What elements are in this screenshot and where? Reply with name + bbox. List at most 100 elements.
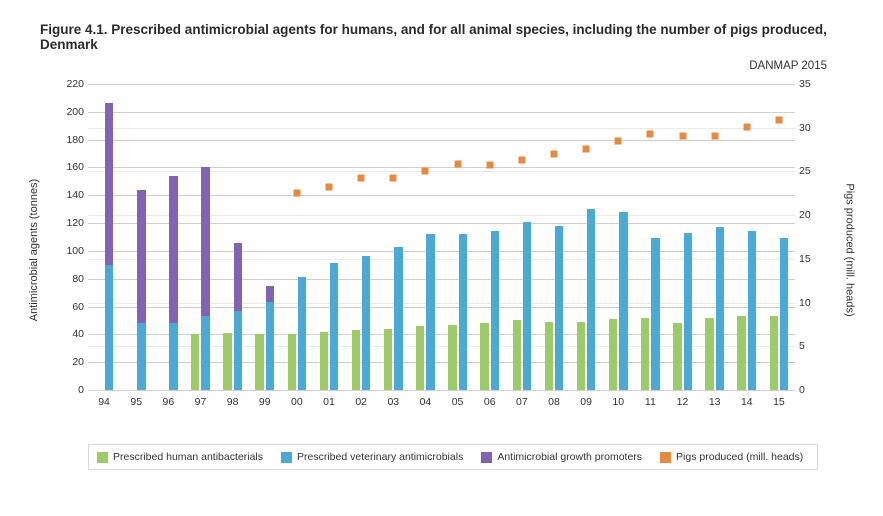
- bar-stacked: [651, 238, 659, 390]
- y-left-tick: 40: [56, 329, 84, 340]
- bar-human: [673, 323, 681, 390]
- marker-pigs: [326, 184, 333, 191]
- bar-stacked: [619, 212, 627, 390]
- bar-stacked: [684, 233, 692, 390]
- x-tick-label: 03: [387, 396, 399, 408]
- bar-human: [384, 329, 392, 390]
- x-tick-label: 06: [484, 396, 496, 408]
- bar-human: [480, 323, 488, 390]
- plot-inner: 0510152025303502040608010012014016018020…: [88, 84, 795, 390]
- x-tick-label: 12: [677, 396, 689, 408]
- y-right-tick: 20: [799, 210, 823, 221]
- bar-vet: [169, 323, 177, 390]
- x-tick-label: 00: [291, 396, 303, 408]
- bar-vet: [394, 247, 402, 390]
- bar-stacked: [234, 243, 242, 390]
- bar-human: [705, 318, 713, 390]
- bar-vet: [266, 302, 274, 390]
- bar-vet: [619, 212, 627, 390]
- y-left-tick: 200: [56, 107, 84, 118]
- bar-vet: [587, 209, 595, 390]
- bar-stacked: [330, 263, 338, 390]
- bar-growth: [234, 243, 242, 311]
- y-right-tick: 10: [799, 297, 823, 308]
- x-tick-label: 15: [773, 396, 785, 408]
- bar-vet: [298, 277, 306, 390]
- gridline-left: [88, 195, 795, 196]
- bar-stacked: [748, 231, 756, 390]
- legend-item-human: Prescribed human antibacterials: [97, 451, 263, 463]
- marker-pigs: [647, 130, 654, 137]
- bar-human: [255, 334, 263, 390]
- bar-vet: [684, 233, 692, 390]
- gridline-left: [88, 84, 795, 85]
- legend-swatch: [97, 452, 108, 463]
- x-tick-label: 98: [227, 396, 239, 408]
- bar-vet: [105, 265, 113, 390]
- marker-pigs: [518, 157, 525, 164]
- marker-pigs: [711, 133, 718, 140]
- x-tick-label: 05: [452, 396, 464, 408]
- bar-human: [770, 316, 778, 390]
- marker-pigs: [390, 175, 397, 182]
- gridline-right: [88, 171, 795, 172]
- legend-item-vet: Prescribed veterinary antimicrobials: [281, 451, 463, 463]
- bar-growth: [169, 176, 177, 323]
- x-tick-label: 97: [195, 396, 207, 408]
- y-right-tick: 25: [799, 166, 823, 177]
- bar-growth: [105, 103, 113, 264]
- y-right-tick: 0: [799, 385, 823, 396]
- bar-stacked: [362, 256, 370, 390]
- legend-label: Prescribed veterinary antimicrobials: [297, 451, 463, 463]
- gridline-left: [88, 223, 795, 224]
- x-tick-label: 13: [709, 396, 721, 408]
- x-tick-label: 02: [355, 396, 367, 408]
- x-tick-label: 11: [645, 396, 656, 408]
- bar-stacked: [169, 176, 177, 390]
- plot-area: 0510152025303502040608010012014016018020…: [88, 84, 795, 390]
- x-tick-label: 99: [259, 396, 271, 408]
- bar-vet: [651, 238, 659, 390]
- bar-stacked: [201, 167, 209, 390]
- legend-label: Pigs produced (mill. heads): [676, 451, 803, 463]
- gridline-right: [88, 128, 795, 129]
- y-left-tick: 60: [56, 301, 84, 312]
- legend: Prescribed human antibacterials Prescribe…: [88, 444, 818, 470]
- y-left-tick: 140: [56, 190, 84, 201]
- legend-swatch: [281, 452, 292, 463]
- x-tick-label: 07: [516, 396, 528, 408]
- y-right-tick: 35: [799, 79, 823, 90]
- y-left-tick: 0: [56, 385, 84, 396]
- legend-label: Antimicrobial growth promoters: [497, 451, 642, 463]
- bar-vet: [330, 263, 338, 390]
- bar-vet: [362, 256, 370, 390]
- bar-stacked: [491, 231, 499, 390]
- gridline-left: [88, 390, 795, 391]
- bar-vet: [459, 234, 467, 390]
- bar-vet: [201, 316, 209, 390]
- marker-pigs: [422, 168, 429, 175]
- bar-stacked: [137, 190, 145, 390]
- legend-item-growth: Antimicrobial growth promoters: [481, 451, 642, 463]
- bar-human: [223, 333, 231, 390]
- bar-vet: [234, 311, 242, 390]
- gridline-left: [88, 140, 795, 141]
- y-right-tick: 30: [799, 122, 823, 133]
- bar-human: [513, 320, 521, 390]
- x-tick-label: 08: [548, 396, 560, 408]
- bar-stacked: [426, 234, 434, 390]
- marker-pigs: [743, 123, 750, 130]
- x-tick-label: 95: [130, 396, 142, 408]
- bar-human: [545, 322, 553, 390]
- bar-vet: [555, 226, 563, 390]
- bar-vet: [426, 234, 434, 390]
- marker-pigs: [454, 161, 461, 168]
- legend-swatch: [660, 452, 671, 463]
- y-left-tick: 100: [56, 246, 84, 257]
- bar-human: [288, 334, 296, 390]
- bar-human: [577, 322, 585, 390]
- bar-vet: [137, 323, 145, 390]
- marker-pigs: [583, 145, 590, 152]
- bar-vet: [780, 238, 788, 390]
- marker-pigs: [358, 175, 365, 182]
